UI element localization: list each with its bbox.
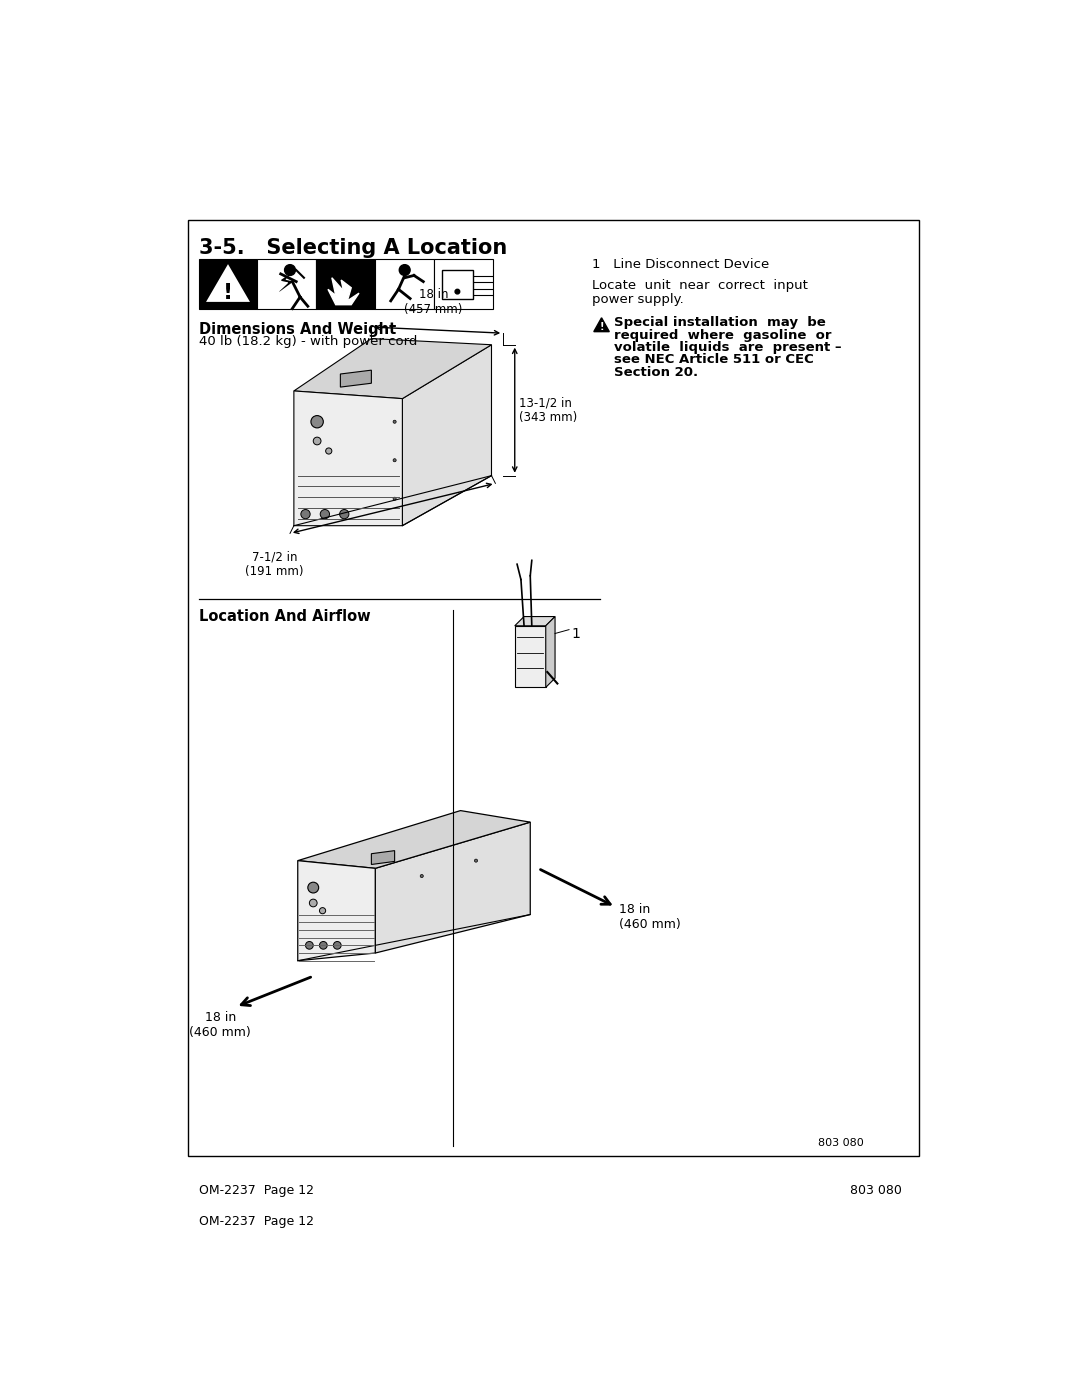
Text: 1   Line Disconnect Device: 1 Line Disconnect Device: [592, 258, 769, 271]
Polygon shape: [375, 823, 530, 953]
Polygon shape: [298, 861, 375, 961]
Circle shape: [474, 859, 477, 862]
Circle shape: [320, 942, 327, 949]
Circle shape: [339, 510, 349, 518]
Circle shape: [320, 908, 326, 914]
Bar: [188, 219, 919, 1155]
Text: 1: 1: [571, 627, 580, 641]
Polygon shape: [298, 810, 530, 869]
Text: Section 20.: Section 20.: [613, 366, 698, 379]
Polygon shape: [328, 278, 359, 305]
Polygon shape: [207, 267, 248, 300]
Polygon shape: [340, 370, 372, 387]
Text: 803 080: 803 080: [818, 1137, 864, 1148]
Circle shape: [393, 458, 396, 462]
Circle shape: [311, 415, 323, 427]
Text: volatile  liquids  are  present –: volatile liquids are present –: [613, 341, 841, 353]
Polygon shape: [294, 391, 403, 525]
Text: Special installation  may  be: Special installation may be: [613, 316, 826, 330]
Text: 40 lb (18.2 kg) - with power cord: 40 lb (18.2 kg) - with power cord: [199, 335, 417, 348]
Text: !: !: [599, 323, 604, 332]
Text: 18 in
(460 mm): 18 in (460 mm): [189, 1011, 252, 1039]
Bar: [375, 258, 434, 309]
Circle shape: [393, 420, 396, 423]
Text: 7-1/2 in
(191 mm): 7-1/2 in (191 mm): [245, 550, 303, 578]
Polygon shape: [403, 345, 491, 525]
Circle shape: [306, 942, 313, 949]
Circle shape: [334, 942, 341, 949]
Circle shape: [420, 875, 423, 877]
Text: ⚡: ⚡: [278, 270, 297, 298]
Text: OM-2237  Page 12: OM-2237 Page 12: [199, 1215, 313, 1228]
Text: required  where  gasoline  or: required where gasoline or: [613, 328, 832, 342]
Circle shape: [393, 497, 396, 500]
Bar: [442, 270, 473, 299]
Polygon shape: [545, 616, 555, 687]
Text: 18 in
(457 mm): 18 in (457 mm): [404, 288, 462, 316]
Circle shape: [284, 264, 296, 275]
Bar: [316, 258, 375, 309]
Text: Location And Airflow: Location And Airflow: [199, 609, 370, 624]
Bar: [199, 258, 257, 309]
Polygon shape: [372, 851, 394, 865]
Circle shape: [321, 510, 329, 518]
Text: OM-2237  Page 12: OM-2237 Page 12: [199, 1185, 313, 1197]
Polygon shape: [515, 626, 545, 687]
Polygon shape: [294, 338, 491, 398]
Text: !: !: [222, 284, 233, 303]
Bar: [434, 258, 494, 309]
Text: see NEC Article 511 or CEC: see NEC Article 511 or CEC: [613, 353, 813, 366]
Text: 3-5.   Selecting A Location: 3-5. Selecting A Location: [199, 239, 507, 258]
Circle shape: [455, 289, 460, 293]
Polygon shape: [515, 616, 555, 626]
Text: 803 080: 803 080: [850, 1185, 902, 1197]
Circle shape: [326, 448, 332, 454]
Bar: [257, 258, 316, 309]
Circle shape: [301, 510, 310, 518]
Circle shape: [400, 264, 410, 275]
Text: 18 in
(460 mm): 18 in (460 mm): [619, 902, 681, 930]
Text: power supply.: power supply.: [592, 293, 684, 306]
Text: Locate  unit  near  correct  input: Locate unit near correct input: [592, 279, 808, 292]
Text: 13-1/2 in
(343 mm): 13-1/2 in (343 mm): [518, 397, 577, 425]
Text: Dimensions And Weight: Dimensions And Weight: [199, 321, 395, 337]
Circle shape: [313, 437, 321, 444]
Circle shape: [308, 882, 319, 893]
Circle shape: [309, 900, 318, 907]
Polygon shape: [594, 317, 609, 331]
